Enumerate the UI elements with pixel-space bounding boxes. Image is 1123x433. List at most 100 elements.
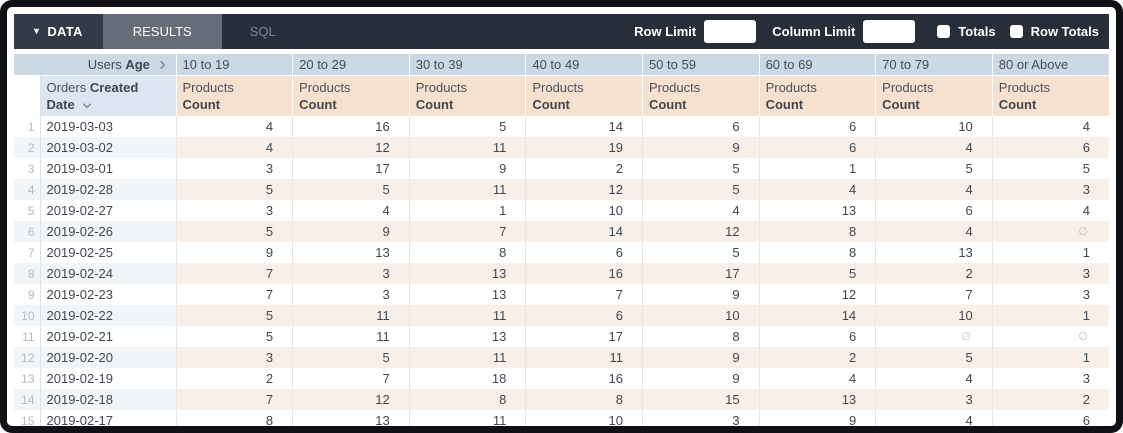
date-cell[interactable]: 2019-02-27 — [40, 200, 177, 221]
value-cell[interactable]: 5 — [758, 263, 876, 284]
date-cell[interactable]: 2019-02-23 — [40, 284, 177, 305]
value-cell[interactable]: 8 — [175, 410, 293, 426]
value-cell[interactable]: 1 — [991, 242, 1109, 263]
value-cell[interactable]: 12 — [758, 284, 876, 305]
pivot-bucket-header[interactable]: 60 to 69 — [758, 54, 876, 75]
value-cell[interactable]: 8 — [408, 242, 526, 263]
value-cell[interactable]: 17 — [641, 263, 760, 284]
value-cell[interactable]: 19 — [525, 137, 643, 158]
value-cell[interactable]: 6 — [991, 137, 1109, 158]
value-cell[interactable]: 10 — [875, 305, 993, 326]
value-cell[interactable]: 5 — [175, 179, 293, 200]
value-cell[interactable]: 6 — [758, 116, 876, 137]
value-cell[interactable]: 7 — [175, 389, 293, 410]
value-cell[interactable]: 17 — [292, 158, 410, 179]
date-cell[interactable]: 2019-03-03 — [40, 116, 177, 137]
value-cell[interactable]: 8 — [758, 242, 876, 263]
value-cell[interactable]: 17 — [525, 326, 643, 347]
value-cell[interactable]: 9 — [641, 368, 760, 389]
totals-checkbox[interactable] — [937, 25, 951, 38]
value-cell[interactable]: 3 — [175, 200, 293, 221]
value-cell[interactable]: 14 — [525, 221, 643, 242]
value-cell[interactable]: 4 — [875, 221, 993, 242]
null-value-cell[interactable]: ∅ — [991, 221, 1109, 242]
value-cell[interactable]: 1 — [991, 347, 1109, 368]
value-cell[interactable]: 10 — [641, 305, 760, 326]
value-cell[interactable]: 9 — [408, 158, 526, 179]
value-cell[interactable]: 11 — [292, 326, 410, 347]
value-cell[interactable]: 11 — [525, 347, 643, 368]
value-cell[interactable]: 13 — [408, 284, 526, 305]
value-cell[interactable]: 9 — [292, 221, 410, 242]
value-cell[interactable]: 4 — [875, 410, 993, 426]
value-cell[interactable]: 4 — [875, 368, 993, 389]
value-cell[interactable]: 14 — [525, 116, 643, 137]
value-cell[interactable]: 16 — [525, 263, 643, 284]
value-cell[interactable]: 8 — [525, 389, 643, 410]
value-cell[interactable]: 9 — [175, 242, 293, 263]
row-totals-checkbox[interactable] — [1009, 25, 1023, 38]
value-cell[interactable]: 2 — [525, 158, 643, 179]
value-cell[interactable]: 13 — [292, 242, 410, 263]
value-cell[interactable]: 7 — [292, 368, 410, 389]
value-cell[interactable]: 16 — [292, 116, 410, 137]
date-cell[interactable]: 2019-03-02 — [40, 137, 177, 158]
value-cell[interactable]: 13 — [292, 410, 410, 426]
value-cell[interactable]: 5 — [641, 158, 760, 179]
measure-header-products-count[interactable]: Products Count — [408, 74, 526, 116]
value-cell[interactable]: 3 — [991, 368, 1109, 389]
value-cell[interactable]: 14 — [758, 305, 876, 326]
value-cell[interactable]: 9 — [641, 137, 760, 158]
date-cell[interactable]: 2019-02-26 — [40, 221, 177, 242]
value-cell[interactable]: 10 — [875, 116, 993, 137]
value-cell[interactable]: 7 — [408, 221, 526, 242]
value-cell[interactable]: 3 — [641, 410, 760, 426]
value-cell[interactable]: 18 — [408, 368, 526, 389]
measure-header-products-count[interactable]: Products Count — [292, 74, 410, 116]
value-cell[interactable]: 7 — [175, 263, 293, 284]
value-cell[interactable]: 6 — [875, 200, 993, 221]
value-cell[interactable]: 2 — [758, 347, 876, 368]
value-cell[interactable]: 4 — [758, 368, 876, 389]
tab-results[interactable]: RESULTS — [102, 14, 222, 49]
value-cell[interactable]: 5 — [408, 116, 526, 137]
value-cell[interactable]: 4 — [641, 200, 760, 221]
measure-header-products-count[interactable]: Products Count — [525, 74, 643, 116]
value-cell[interactable]: 13 — [408, 326, 526, 347]
value-cell[interactable]: 2 — [175, 368, 293, 389]
value-cell[interactable]: 11 — [292, 305, 410, 326]
value-cell[interactable]: 9 — [641, 347, 760, 368]
pivot-bucket-header[interactable]: 50 to 59 — [641, 54, 760, 75]
row-limit-input[interactable] — [704, 20, 757, 43]
null-value-cell[interactable]: ∅ — [875, 326, 993, 347]
value-cell[interactable]: 1 — [758, 158, 876, 179]
value-cell[interactable]: 5 — [641, 179, 760, 200]
value-cell[interactable]: 4 — [175, 137, 293, 158]
column-limit-input[interactable] — [863, 20, 916, 43]
value-cell[interactable]: 12 — [641, 221, 760, 242]
value-cell[interactable]: 3 — [292, 284, 410, 305]
value-cell[interactable]: 16 — [525, 368, 643, 389]
date-cell[interactable]: 2019-02-24 — [40, 263, 177, 284]
value-cell[interactable]: 9 — [641, 284, 760, 305]
date-cell[interactable]: 2019-02-20 — [40, 347, 177, 368]
pivot-bucket-header[interactable]: 20 to 29 — [292, 54, 410, 75]
pivot-bucket-header[interactable]: 80 or Above — [991, 54, 1109, 75]
pivot-bucket-header[interactable]: 30 to 39 — [408, 54, 526, 75]
row-field-orders-created-date[interactable]: Orders Created Date — [40, 74, 177, 116]
value-cell[interactable]: 3 — [292, 263, 410, 284]
value-cell[interactable]: 12 — [292, 389, 410, 410]
value-cell[interactable]: 4 — [991, 116, 1109, 137]
value-cell[interactable]: 7 — [175, 284, 293, 305]
value-cell[interactable]: 2 — [991, 389, 1109, 410]
value-cell[interactable]: 4 — [758, 179, 876, 200]
value-cell[interactable]: 10 — [525, 200, 643, 221]
pivot-field-users-age[interactable]: Users Age — [14, 54, 177, 75]
value-cell[interactable]: 5 — [175, 221, 293, 242]
pivot-bucket-header[interactable]: 40 to 49 — [525, 54, 643, 75]
value-cell[interactable]: 1 — [991, 305, 1109, 326]
value-cell[interactable]: 4 — [875, 137, 993, 158]
value-cell[interactable]: 4 — [875, 179, 993, 200]
date-cell[interactable]: 2019-02-28 — [40, 179, 177, 200]
date-cell[interactable]: 2019-02-17 — [40, 410, 177, 426]
